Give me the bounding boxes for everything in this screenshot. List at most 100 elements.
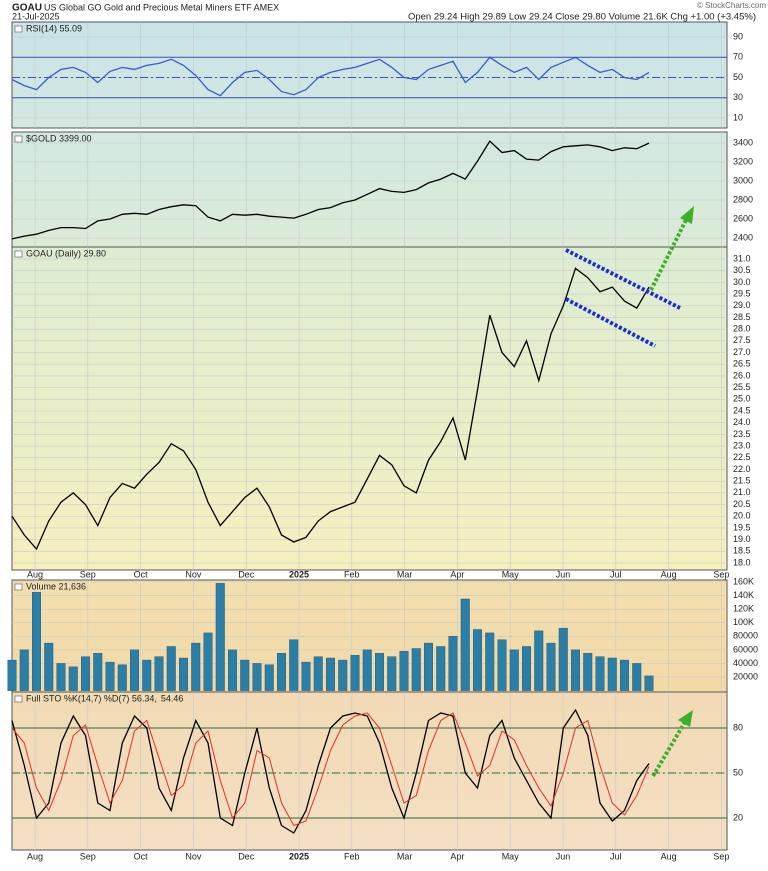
volume-bar <box>399 651 409 691</box>
y-tick-label: 2800 <box>733 194 753 204</box>
series-line <box>11 708 650 834</box>
y-tick-label: 80000 <box>733 631 758 641</box>
y-tick-label: 40000 <box>733 658 758 668</box>
volume-bar <box>473 629 482 691</box>
volume-bar <box>215 583 225 691</box>
legend-icon <box>14 695 23 703</box>
volume-bar <box>56 663 66 691</box>
volume-bar <box>81 656 90 691</box>
security-name: US Global GO Gold and Precious Metal Min… <box>44 2 279 12</box>
volume-bar <box>166 646 176 691</box>
volume-bar <box>558 627 568 691</box>
panel-background <box>11 21 728 129</box>
y-tick-label: 24.5 <box>733 405 751 415</box>
x-tick-label: Aug <box>27 851 43 861</box>
y-tick-label: 20.0 <box>733 511 751 521</box>
legend-icon <box>14 135 23 143</box>
quote: Open 29.24 High 29.89 Low 29.24 Close 29… <box>408 12 756 23</box>
x-tick-label: Mar <box>397 851 413 861</box>
volume-bar <box>375 653 384 691</box>
volume-bar <box>93 653 103 691</box>
x-tick-label: Jul <box>610 569 622 579</box>
volume-bar <box>252 663 262 691</box>
y-tick-label: 19.5 <box>733 522 751 532</box>
x-tick-label: Jun <box>556 569 571 579</box>
legend-label: Full STO %K(14,7) %D(7) 56.34, <box>26 693 157 703</box>
x-tick-label: Oct <box>134 851 149 861</box>
x-tick-label: May <box>502 851 520 861</box>
volume-bar <box>326 657 335 691</box>
x-tick-label: Mar <box>397 569 413 579</box>
x-tick-label: Feb <box>344 569 360 579</box>
volume-bar <box>485 632 495 691</box>
y-tick-label: 29.5 <box>733 288 751 298</box>
x-tick-label: Jun <box>556 851 571 861</box>
y-tick-label: 100K <box>733 617 754 627</box>
y-tick-label: 30 <box>733 92 743 102</box>
volume-bar <box>411 648 421 691</box>
y-tick-label: 60000 <box>733 644 758 654</box>
channel-lower <box>565 297 656 348</box>
volume-bar <box>497 639 507 691</box>
volume-bar <box>509 649 519 691</box>
y-tick-label: 20 <box>733 812 743 822</box>
x-tick-label: Aug <box>27 569 43 579</box>
y-tick-label: 21.5 <box>733 476 751 486</box>
y-tick-label: 26.5 <box>733 359 751 369</box>
y-tick-label: 3200 <box>733 156 753 166</box>
y-tick-label: 2400 <box>733 232 753 242</box>
series-line <box>11 267 650 551</box>
x-tick-label: Dec <box>238 569 255 579</box>
volume-bar <box>632 663 642 691</box>
volume-bar <box>7 659 17 691</box>
x-tick-label: 2025 <box>289 851 309 861</box>
x-tick-label: Nov <box>185 851 202 861</box>
arrow-head <box>680 206 694 224</box>
legend-icon <box>14 25 23 33</box>
volume-bar <box>583 653 593 691</box>
y-tick-label: 70 <box>733 52 743 62</box>
volume-bar <box>522 646 531 691</box>
y-tick-label: 22.5 <box>733 452 751 462</box>
legend-label: $GOLD 3399.00 <box>26 133 92 143</box>
legend-label: Volume 21,636 <box>26 581 86 591</box>
y-tick-label: 50 <box>733 72 743 82</box>
volume-bar <box>313 656 323 691</box>
arrow-head <box>678 710 693 727</box>
y-tick-label: 30.0 <box>733 277 751 287</box>
y-tick-label: 19.0 <box>733 534 751 544</box>
x-tick-label: Sep <box>80 569 96 579</box>
volume-bar <box>203 632 213 691</box>
y-tick-label: 160K <box>733 576 754 586</box>
y-tick-label: 25.5 <box>733 382 751 392</box>
y-tick-label: 27.5 <box>733 335 751 345</box>
x-tick-label: Nov <box>185 569 202 579</box>
y-tick-label: 25.0 <box>733 394 751 404</box>
y-tick-label: 21.0 <box>733 487 751 497</box>
series-line <box>11 56 650 97</box>
panel-background <box>11 691 728 851</box>
breakout-arrow <box>649 219 688 291</box>
y-tick-label: 50 <box>733 767 743 777</box>
y-tick-label: 18.0 <box>733 557 751 567</box>
volume-bar <box>644 675 654 691</box>
sto-arrow <box>651 720 687 778</box>
volume-bar <box>289 639 299 691</box>
volume-bar <box>154 656 164 691</box>
volume-bar <box>240 659 250 691</box>
y-tick-label: 2600 <box>733 213 753 223</box>
y-tick-label: 20000 <box>733 671 758 681</box>
y-tick-label: 24.0 <box>733 417 751 427</box>
volume-bar <box>546 642 556 691</box>
symbol: GOAU <box>12 3 42 14</box>
legend-label: RSI(14) 55.09 <box>26 23 82 33</box>
panel-background <box>11 131 728 248</box>
plots: 90 70 50 30 10 RSI(14) 55.09 2400 2600 2800 3000 3… <box>7 21 758 861</box>
legend-icon <box>14 250 23 258</box>
volume-bar <box>571 649 580 691</box>
x-tick-label: Aug <box>661 851 677 861</box>
y-tick-label: 10 <box>733 112 743 122</box>
x-tick-label: Aug <box>661 569 677 579</box>
y-tick-label: 30.5 <box>733 265 751 275</box>
x-tick-label: Jul <box>610 851 622 861</box>
